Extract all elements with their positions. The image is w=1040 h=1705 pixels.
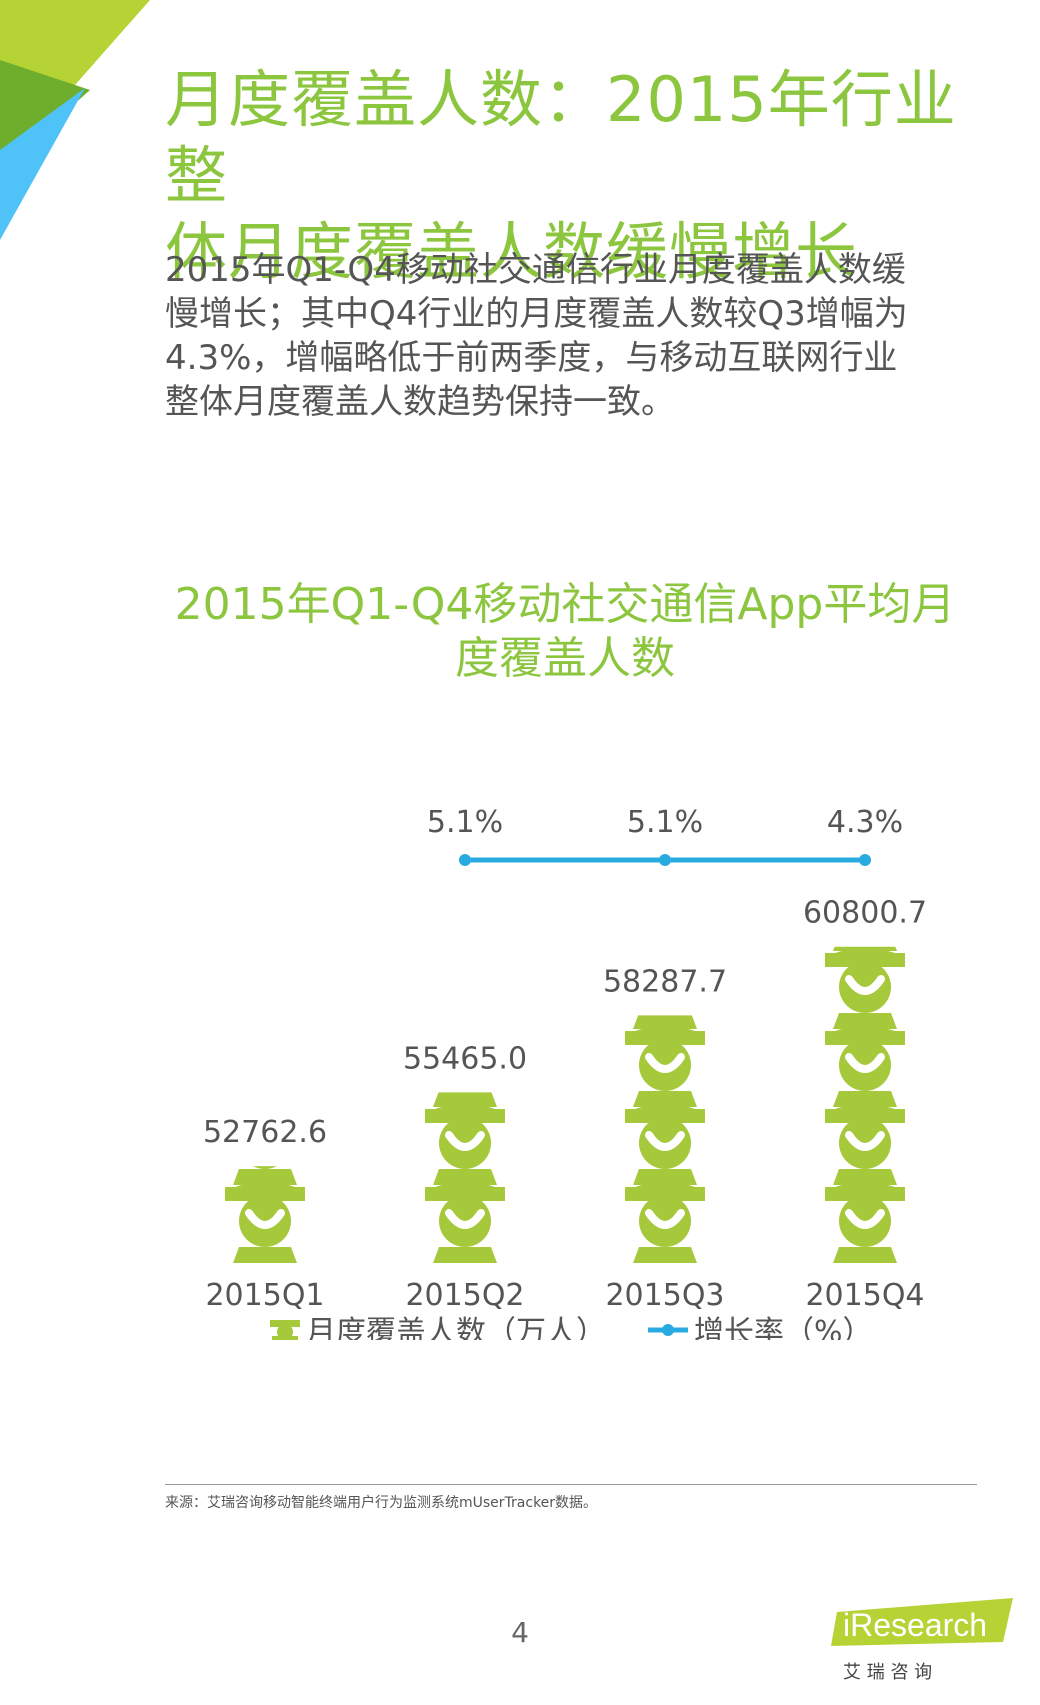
page-title-line2: 体月度覆盖人数缓慢增长 — [165, 215, 859, 288]
bar — [425, 1092, 505, 1263]
bar-value-label: 55465.0 — [403, 1041, 527, 1076]
source-divider — [165, 1484, 977, 1485]
x-tick-label: 2015Q4 — [805, 1278, 924, 1313]
growth-rate-point — [659, 854, 671, 866]
legend-item-growth: 增长率（%） — [648, 1315, 873, 1340]
chart-title: 2015年Q1-Q4移动社交通信App平均月 度覆盖人数 — [170, 578, 960, 686]
summary-line: 慢增长；其中Q4行业的月度覆盖人数较Q3增幅为 — [165, 294, 908, 334]
bar-value-label: 52762.6 — [203, 1115, 327, 1150]
growth-rate-label: 4.3% — [827, 805, 903, 840]
chart-title-line1: 2015年Q1-Q4移动社交通信App平均月 — [174, 579, 956, 630]
growth-rate-label: 5.1% — [427, 805, 503, 840]
logo-text: iResearch — [843, 1607, 987, 1643]
iresearch-logo: iResearch 艾 瑞 咨 询 — [831, 1598, 1013, 1683]
legend-label: 增长率（%） — [694, 1315, 873, 1340]
page-title-line1: 月度覆盖人数：2015年行业整 — [165, 63, 957, 212]
page-number: 4 — [511, 1616, 529, 1649]
corner-decoration — [0, 0, 150, 240]
bar — [225, 1166, 305, 1263]
summary-paragraph: 2015年Q1-Q4移动社交通信行业月度覆盖人数缓 慢增长；其中Q4行业的月度覆… — [165, 248, 965, 424]
summary-line: 整体月度覆盖人数趋势保持一致。 — [165, 382, 675, 422]
summary-line: 4.3%，增幅略低于前两季度，与移动互联网行业 — [165, 338, 898, 378]
bar-value-label: 58287.7 — [603, 964, 727, 999]
legend-label: 月度覆盖人数（万人） — [306, 1315, 606, 1340]
summary-line: 2015年Q1-Q4移动社交通信行业月度覆盖人数缓 — [165, 250, 906, 290]
x-tick-label: 2015Q3 — [605, 1278, 724, 1313]
growth-rate-point — [859, 854, 871, 866]
logo-cn-text: 艾 瑞 咨 询 — [843, 1662, 932, 1683]
page-title: 月度覆盖人数：2015年行业整 体月度覆盖人数缓慢增长 — [165, 62, 985, 290]
legend-item-coverage: 月度覆盖人数（万人） — [270, 1315, 606, 1340]
x-tick-label: 2015Q2 — [405, 1278, 524, 1313]
source-note: 来源：艾瑞咨询移动智能终端用户行为监测系统mUserTracker数据。 — [165, 1495, 598, 1511]
x-tick-label: 2015Q1 — [205, 1278, 324, 1313]
bar — [625, 1015, 705, 1263]
bar — [825, 946, 905, 1263]
growth-rate-point — [459, 854, 471, 866]
bar-value-label: 60800.7 — [803, 896, 927, 931]
chart-title-line2: 度覆盖人数 — [455, 633, 675, 684]
chart: 52762.6 2015Q1 55465.0 2015Q2 58287.7 2015Q3 6… — [203, 805, 927, 1340]
growth-rate-label: 5.1% — [627, 805, 703, 840]
